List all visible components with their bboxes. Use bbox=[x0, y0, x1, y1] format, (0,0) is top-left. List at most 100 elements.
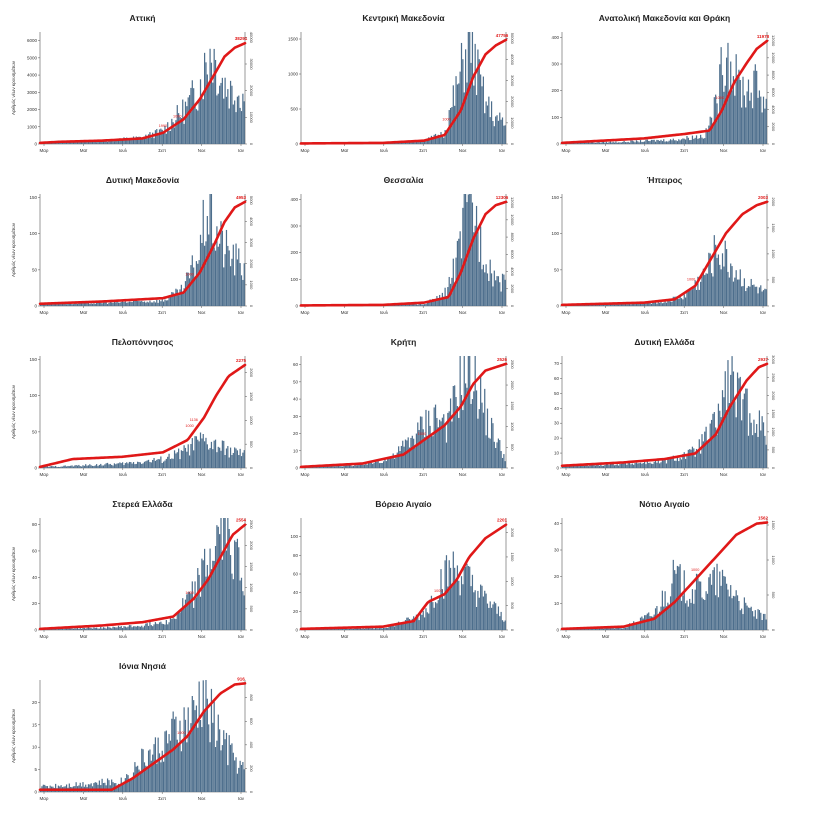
daily-cases-bar bbox=[607, 143, 608, 144]
daily-cases-bar bbox=[461, 258, 462, 306]
daily-cases-bar bbox=[682, 299, 683, 306]
daily-cases-bar bbox=[352, 466, 353, 468]
daily-cases-bar bbox=[222, 441, 223, 468]
left-tick-label: 40 bbox=[32, 575, 38, 580]
daily-cases-bar bbox=[491, 101, 492, 144]
daily-cases-bar bbox=[158, 303, 159, 306]
daily-cases-bar bbox=[199, 101, 200, 144]
left-tick-label: 300 bbox=[551, 62, 559, 67]
daily-cases-bar bbox=[483, 413, 484, 468]
daily-cases-bar bbox=[599, 466, 600, 468]
daily-cases-bar bbox=[737, 75, 738, 144]
daily-cases-bar bbox=[696, 135, 697, 144]
daily-cases-bar bbox=[211, 63, 212, 144]
left-tick-label: 0 bbox=[34, 628, 37, 633]
cumulative-final-label: 1562 bbox=[758, 515, 769, 520]
daily-cases-bar bbox=[134, 464, 135, 468]
x-tick-label: Μαρ bbox=[562, 634, 571, 639]
right-tick-label: 1000 bbox=[249, 416, 254, 426]
daily-cases-bar bbox=[496, 276, 497, 306]
daily-cases-bar bbox=[186, 742, 187, 792]
right-tick-label: 2500 bbox=[771, 373, 776, 383]
right-tick-label: 2000 bbox=[249, 368, 254, 378]
daily-cases-bar bbox=[63, 629, 64, 630]
daily-cases-bar bbox=[466, 564, 467, 630]
daily-cases-bar bbox=[410, 622, 411, 630]
daily-cases-bar bbox=[734, 96, 735, 144]
daily-cases-bar bbox=[440, 569, 441, 630]
daily-cases-bar bbox=[225, 739, 226, 792]
daily-cases-bar bbox=[603, 466, 604, 468]
right-tick-label: 20000 bbox=[249, 85, 254, 97]
daily-cases-bar bbox=[690, 603, 691, 630]
daily-cases-bar bbox=[235, 244, 236, 306]
daily-cases-bar bbox=[604, 143, 605, 144]
daily-cases-bar bbox=[740, 610, 741, 630]
daily-cases-bar bbox=[470, 404, 471, 468]
daily-cases-bar bbox=[234, 447, 235, 468]
daily-cases-bar bbox=[603, 629, 604, 630]
cumulative-final-label: 2275 bbox=[236, 358, 247, 363]
daily-cases-bar bbox=[218, 715, 219, 792]
daily-cases-bar bbox=[747, 389, 748, 468]
daily-cases-bar bbox=[742, 614, 743, 630]
daily-cases-bar bbox=[741, 108, 742, 144]
daily-cases-bar bbox=[753, 616, 754, 630]
daily-cases-bar bbox=[188, 592, 189, 630]
daily-cases-bar bbox=[760, 285, 761, 306]
daily-cases-bar bbox=[181, 751, 182, 792]
daily-cases-bar bbox=[357, 629, 358, 630]
x-tick-label: Νοε bbox=[459, 148, 467, 153]
daily-cases-bar bbox=[199, 682, 200, 792]
x-tick-label: Νοε bbox=[720, 148, 728, 153]
daily-cases-bar bbox=[744, 95, 745, 144]
right-tick-label: 1000 bbox=[249, 280, 254, 290]
daily-cases-bar bbox=[147, 769, 148, 792]
x-tick-label: Μαϊ bbox=[80, 310, 88, 315]
daily-cases-bar bbox=[193, 450, 194, 468]
left-tick-label: 40 bbox=[554, 521, 560, 526]
daily-cases-bar bbox=[241, 456, 242, 468]
daily-cases-bar bbox=[748, 608, 749, 630]
daily-cases-bar bbox=[212, 723, 213, 792]
daily-cases-bar bbox=[235, 757, 236, 792]
daily-cases-bar bbox=[756, 424, 757, 468]
daily-cases-bar bbox=[88, 465, 89, 468]
daily-cases-bar bbox=[696, 574, 697, 630]
daily-cases-bar bbox=[129, 625, 130, 630]
daily-cases-bar bbox=[755, 610, 756, 630]
daily-cases-bar bbox=[700, 454, 701, 468]
chart-panel: Βόρειο Αιγαίο020406080100050010001500200… bbox=[269, 494, 528, 654]
daily-cases-bar bbox=[47, 466, 48, 468]
daily-cases-bar bbox=[693, 448, 694, 468]
daily-cases-bar bbox=[201, 243, 202, 306]
daily-cases-bar bbox=[435, 134, 436, 144]
daily-cases-bar bbox=[682, 138, 683, 144]
x-tick-label: Ιαν bbox=[499, 148, 506, 153]
x-tick-label: Σεπ bbox=[419, 148, 427, 153]
daily-cases-bar bbox=[209, 549, 210, 630]
daily-cases-bar bbox=[106, 463, 107, 468]
daily-cases-bar bbox=[766, 445, 767, 468]
daily-cases-bar bbox=[730, 263, 731, 306]
daily-cases-bar bbox=[155, 737, 156, 792]
daily-cases-bar bbox=[338, 466, 339, 468]
right-tick-label: 3000 bbox=[249, 238, 254, 248]
daily-cases-bar bbox=[99, 142, 100, 144]
daily-cases-bar bbox=[663, 139, 664, 144]
daily-cases-bar bbox=[379, 628, 380, 630]
daily-cases-bar bbox=[386, 461, 387, 468]
daily-cases-bar bbox=[764, 614, 765, 630]
right-tick-label: 400 bbox=[249, 741, 254, 748]
daily-cases-bar bbox=[102, 303, 103, 306]
right-tick-label: 0 bbox=[771, 143, 776, 146]
daily-cases-bar bbox=[399, 624, 400, 630]
daily-cases-bar bbox=[391, 458, 392, 468]
daily-cases-bar bbox=[112, 627, 113, 630]
daily-cases-bar bbox=[692, 447, 693, 468]
daily-cases-bar bbox=[170, 617, 171, 630]
daily-cases-bar bbox=[652, 140, 653, 144]
daily-cases-bar bbox=[603, 305, 604, 306]
daily-cases-bar bbox=[104, 628, 105, 630]
daily-cases-bar bbox=[82, 303, 83, 306]
